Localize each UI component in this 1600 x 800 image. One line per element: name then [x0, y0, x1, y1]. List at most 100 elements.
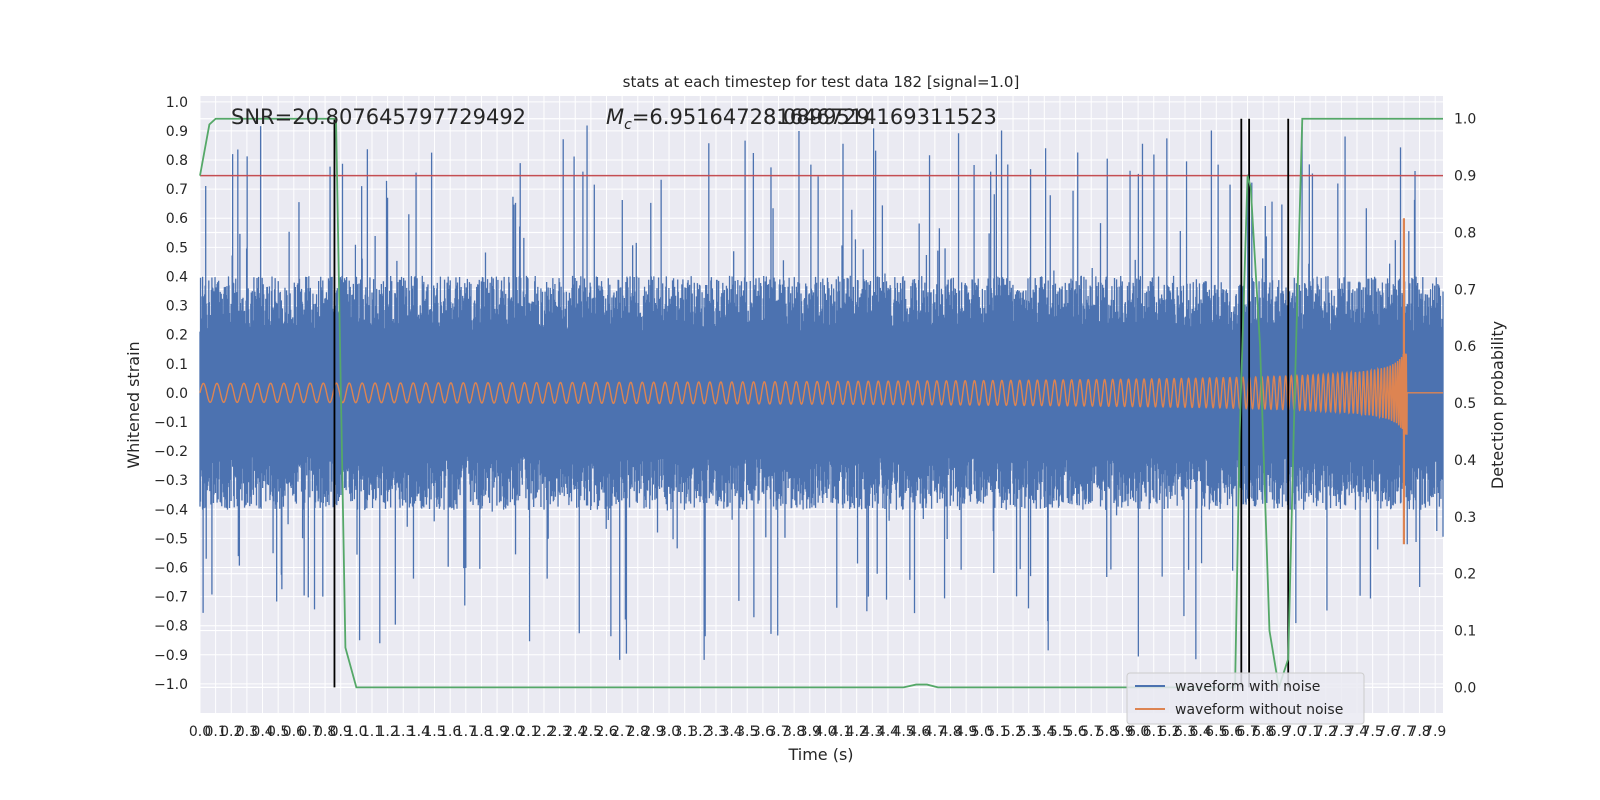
- right-tick-label: 0.9: [1454, 169, 1476, 185]
- x-tick-label: 2.0: [502, 724, 524, 740]
- x-tick-label: 0.2: [220, 724, 242, 740]
- x-tick-label: 6.0: [1127, 724, 1149, 740]
- x-tick-label: 1.3: [392, 724, 414, 740]
- x-tick-label: 4.7: [924, 724, 946, 740]
- x-tick-label: 6.8: [1252, 724, 1274, 740]
- x-tick-label: 6.2: [1158, 724, 1180, 740]
- x-tick-label: 3.1: [674, 724, 696, 740]
- y-tick-label: −0.7: [154, 590, 188, 606]
- x-tick-label: 4.8: [939, 724, 961, 740]
- y-tick-label: 0.8: [166, 153, 188, 169]
- y-tick-label: −0.9: [154, 648, 188, 664]
- x-tick-label: 7.6: [1377, 724, 1399, 740]
- x-tick-label: 6.1: [1143, 724, 1165, 740]
- x-tick-label: 2.8: [627, 724, 649, 740]
- x-tick-label: 3.3: [705, 724, 727, 740]
- x-tick-label: 3.6: [752, 724, 774, 740]
- probability-line: [199, 117, 1443, 689]
- right-tick-label: 0.3: [1454, 510, 1476, 526]
- x-tick-label: 0.0: [189, 724, 211, 740]
- x-tick-label: 6.7: [1236, 724, 1258, 740]
- x-tick-label: 4.2: [846, 724, 868, 740]
- clean-waveform: [199, 353, 1443, 435]
- x-tick-label: 3.7: [767, 724, 789, 740]
- legend-label-noise: waveform with noise: [1175, 679, 1320, 695]
- x-tick-label: 1.2: [376, 724, 398, 740]
- x-tick-label: 2.4: [564, 724, 586, 740]
- x-tick-label: 3.0: [658, 724, 680, 740]
- right-tick-label: 0.0: [1454, 680, 1476, 696]
- x-tick-label: 3.5: [736, 724, 758, 740]
- y-tick-label: 0.4: [166, 269, 188, 285]
- right-tick-label: 0.6: [1454, 339, 1476, 355]
- y-tick-label: 0.5: [166, 240, 188, 256]
- x-tick-label: 7.8: [1408, 724, 1430, 740]
- x-tick-label: 7.9: [1424, 724, 1446, 740]
- x-axis-label: Time (s): [787, 745, 853, 764]
- x-tick-label: 2.1: [517, 724, 539, 740]
- mc-subscript: c: [624, 117, 632, 133]
- x-tick-label: 7.3: [1330, 724, 1352, 740]
- x-tick-label: 5.2: [1002, 724, 1024, 740]
- right-tick-label: 0.4: [1454, 453, 1476, 469]
- x-tick-label: 5.1: [986, 724, 1008, 740]
- x-tick-label: 7.5: [1362, 724, 1384, 740]
- x-tick-label: 0.9: [330, 724, 352, 740]
- x-tick-label: 7.2: [1315, 724, 1337, 740]
- x-tick-label: 6.9: [1268, 724, 1290, 740]
- mc-symbol: M: [606, 105, 624, 129]
- x-tick-label: 5.8: [1096, 724, 1118, 740]
- x-tick-label: 0.8: [314, 724, 336, 740]
- x-tick-label: 2.5: [580, 724, 602, 740]
- right-tick-labels: 1.0 0.9 0.8 0.7 0.6 0.5 0.4 0.3 0.2 0.1 0.0: [1454, 112, 1476, 697]
- x-tick-label: 2.3: [548, 724, 570, 740]
- x-tick-label: 7.7: [1393, 724, 1415, 740]
- x-tick-label: 3.4: [720, 724, 742, 740]
- y-tick-label: −0.8: [154, 619, 188, 635]
- mc-annotation: Mc=6.951647281646729: [606, 105, 870, 133]
- x-tick-label: 5.5: [1049, 724, 1071, 740]
- x-tick-label: 2.6: [595, 724, 617, 740]
- y-tick-labels: 1.0 0.9 0.8 0.7 0.6 0.5 0.4 0.3 0.2 0.1 0.0 −0.1 −0.…: [154, 95, 188, 693]
- x-tick-label: 6.3: [1174, 724, 1196, 740]
- x-tick-label: 4.0: [814, 724, 836, 740]
- y-tick-label: 0.2: [166, 328, 188, 344]
- x-tick-label: 4.6: [908, 724, 930, 740]
- y-tick-label: −0.1: [154, 415, 188, 431]
- right-tick-label: 0.5: [1454, 396, 1476, 412]
- x-tick-label: 1.1: [361, 724, 383, 740]
- x-tick-label: 7.0: [1283, 724, 1305, 740]
- x-tick-label: 6.6: [1221, 724, 1243, 740]
- x-tick-label: 4.5: [892, 724, 914, 740]
- x-tick-label: 2.9: [642, 724, 664, 740]
- y-tick-label: −0.5: [154, 531, 188, 547]
- x-tick-label: 2.2: [533, 724, 555, 740]
- y-tick-label: 1.0: [166, 95, 188, 111]
- x-tick-label: 0.7: [298, 724, 320, 740]
- right-tick-label: 0.1: [1454, 624, 1476, 640]
- x-tick-label: 5.6: [1064, 724, 1086, 740]
- x-tick-label: 5.3: [1018, 724, 1040, 740]
- y-tick-label: 0.0: [166, 386, 188, 402]
- y-tick-label: −0.2: [154, 444, 188, 460]
- y-tick-label: −0.4: [154, 502, 188, 518]
- x-tick-label: 1.7: [455, 724, 477, 740]
- right-tick-label: 1.0: [1454, 112, 1476, 128]
- series-waveform-without-noise: [199, 218, 1443, 545]
- x-tick-label: 0.3: [236, 724, 258, 740]
- chart-title: stats at each timestep for test data 182…: [623, 73, 1020, 91]
- x-tick-label: 4.4: [877, 724, 899, 740]
- x-tick-label: 7.1: [1299, 724, 1321, 740]
- y-tick-label: −1.0: [154, 677, 188, 693]
- x-tick-label: 7.4: [1346, 724, 1368, 740]
- y-tick-label: −0.3: [154, 473, 188, 489]
- x-tick-label: 6.4: [1190, 724, 1212, 740]
- x-tick-label: 1.8: [470, 724, 492, 740]
- x-tick-label: 3.8: [783, 724, 805, 740]
- x-tick-label: 4.1: [830, 724, 852, 740]
- x-tick-label: 0.6: [283, 724, 305, 740]
- x-tick-label: 3.2: [689, 724, 711, 740]
- x-tick-label: 0.5: [267, 724, 289, 740]
- x-tick-label: 1.5: [423, 724, 445, 740]
